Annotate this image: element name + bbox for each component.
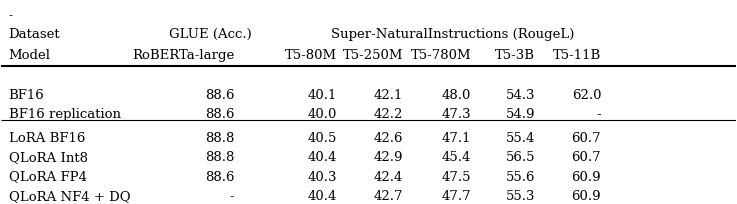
Text: 56.5: 56.5 <box>506 150 535 163</box>
Text: 88.6: 88.6 <box>205 170 234 183</box>
Text: 88.6: 88.6 <box>205 108 234 121</box>
Text: 42.2: 42.2 <box>374 108 403 121</box>
Text: 40.4: 40.4 <box>307 189 337 202</box>
Text: 42.9: 42.9 <box>374 150 403 163</box>
Text: 40.4: 40.4 <box>307 150 337 163</box>
Text: 42.7: 42.7 <box>374 189 403 202</box>
Text: 60.7: 60.7 <box>572 131 601 144</box>
Text: T5-3B: T5-3B <box>495 49 535 62</box>
Text: QLoRA FP4: QLoRA FP4 <box>9 170 87 183</box>
Text: T5-780M: T5-780M <box>411 49 471 62</box>
Text: 42.1: 42.1 <box>374 89 403 102</box>
Text: -: - <box>9 9 13 22</box>
Text: QLoRA Int8: QLoRA Int8 <box>9 150 88 163</box>
Text: 48.0: 48.0 <box>442 89 471 102</box>
Text: 47.3: 47.3 <box>441 108 471 121</box>
Text: 55.3: 55.3 <box>506 189 535 202</box>
Text: GLUE (Acc.): GLUE (Acc.) <box>170 28 252 41</box>
Text: T5-250M: T5-250M <box>343 49 403 62</box>
Text: 60.9: 60.9 <box>572 189 601 202</box>
Text: 55.6: 55.6 <box>506 170 535 183</box>
Text: BF16 replication: BF16 replication <box>9 108 121 121</box>
Text: 47.7: 47.7 <box>441 189 471 202</box>
Text: 42.4: 42.4 <box>374 170 403 183</box>
Text: T5-80M: T5-80M <box>284 49 337 62</box>
Text: 42.6: 42.6 <box>374 131 403 144</box>
Text: 62.0: 62.0 <box>572 89 601 102</box>
Text: -: - <box>597 108 601 121</box>
Text: 47.5: 47.5 <box>441 170 471 183</box>
Text: 40.3: 40.3 <box>307 170 337 183</box>
Text: 45.4: 45.4 <box>442 150 471 163</box>
Text: Model: Model <box>9 49 51 62</box>
Text: 60.9: 60.9 <box>572 170 601 183</box>
Text: Dataset: Dataset <box>9 28 60 41</box>
Text: RoBERTa-large: RoBERTa-large <box>132 49 234 62</box>
Text: LoRA BF16: LoRA BF16 <box>9 131 85 144</box>
Text: 60.7: 60.7 <box>572 150 601 163</box>
Text: 54.9: 54.9 <box>506 108 535 121</box>
Text: 47.1: 47.1 <box>441 131 471 144</box>
Text: BF16: BF16 <box>9 89 44 102</box>
Text: 40.1: 40.1 <box>307 89 337 102</box>
Text: 88.8: 88.8 <box>205 150 234 163</box>
Text: 55.4: 55.4 <box>506 131 535 144</box>
Text: 88.6: 88.6 <box>205 89 234 102</box>
Text: 40.0: 40.0 <box>307 108 337 121</box>
Text: Super-NaturalInstructions (RougeL): Super-NaturalInstructions (RougeL) <box>331 28 575 41</box>
Text: 88.8: 88.8 <box>205 131 234 144</box>
Text: QLoRA NF4 + DQ: QLoRA NF4 + DQ <box>9 189 130 202</box>
Text: -: - <box>229 189 234 202</box>
Text: 54.3: 54.3 <box>506 89 535 102</box>
Text: 40.5: 40.5 <box>307 131 337 144</box>
Text: T5-11B: T5-11B <box>553 49 601 62</box>
